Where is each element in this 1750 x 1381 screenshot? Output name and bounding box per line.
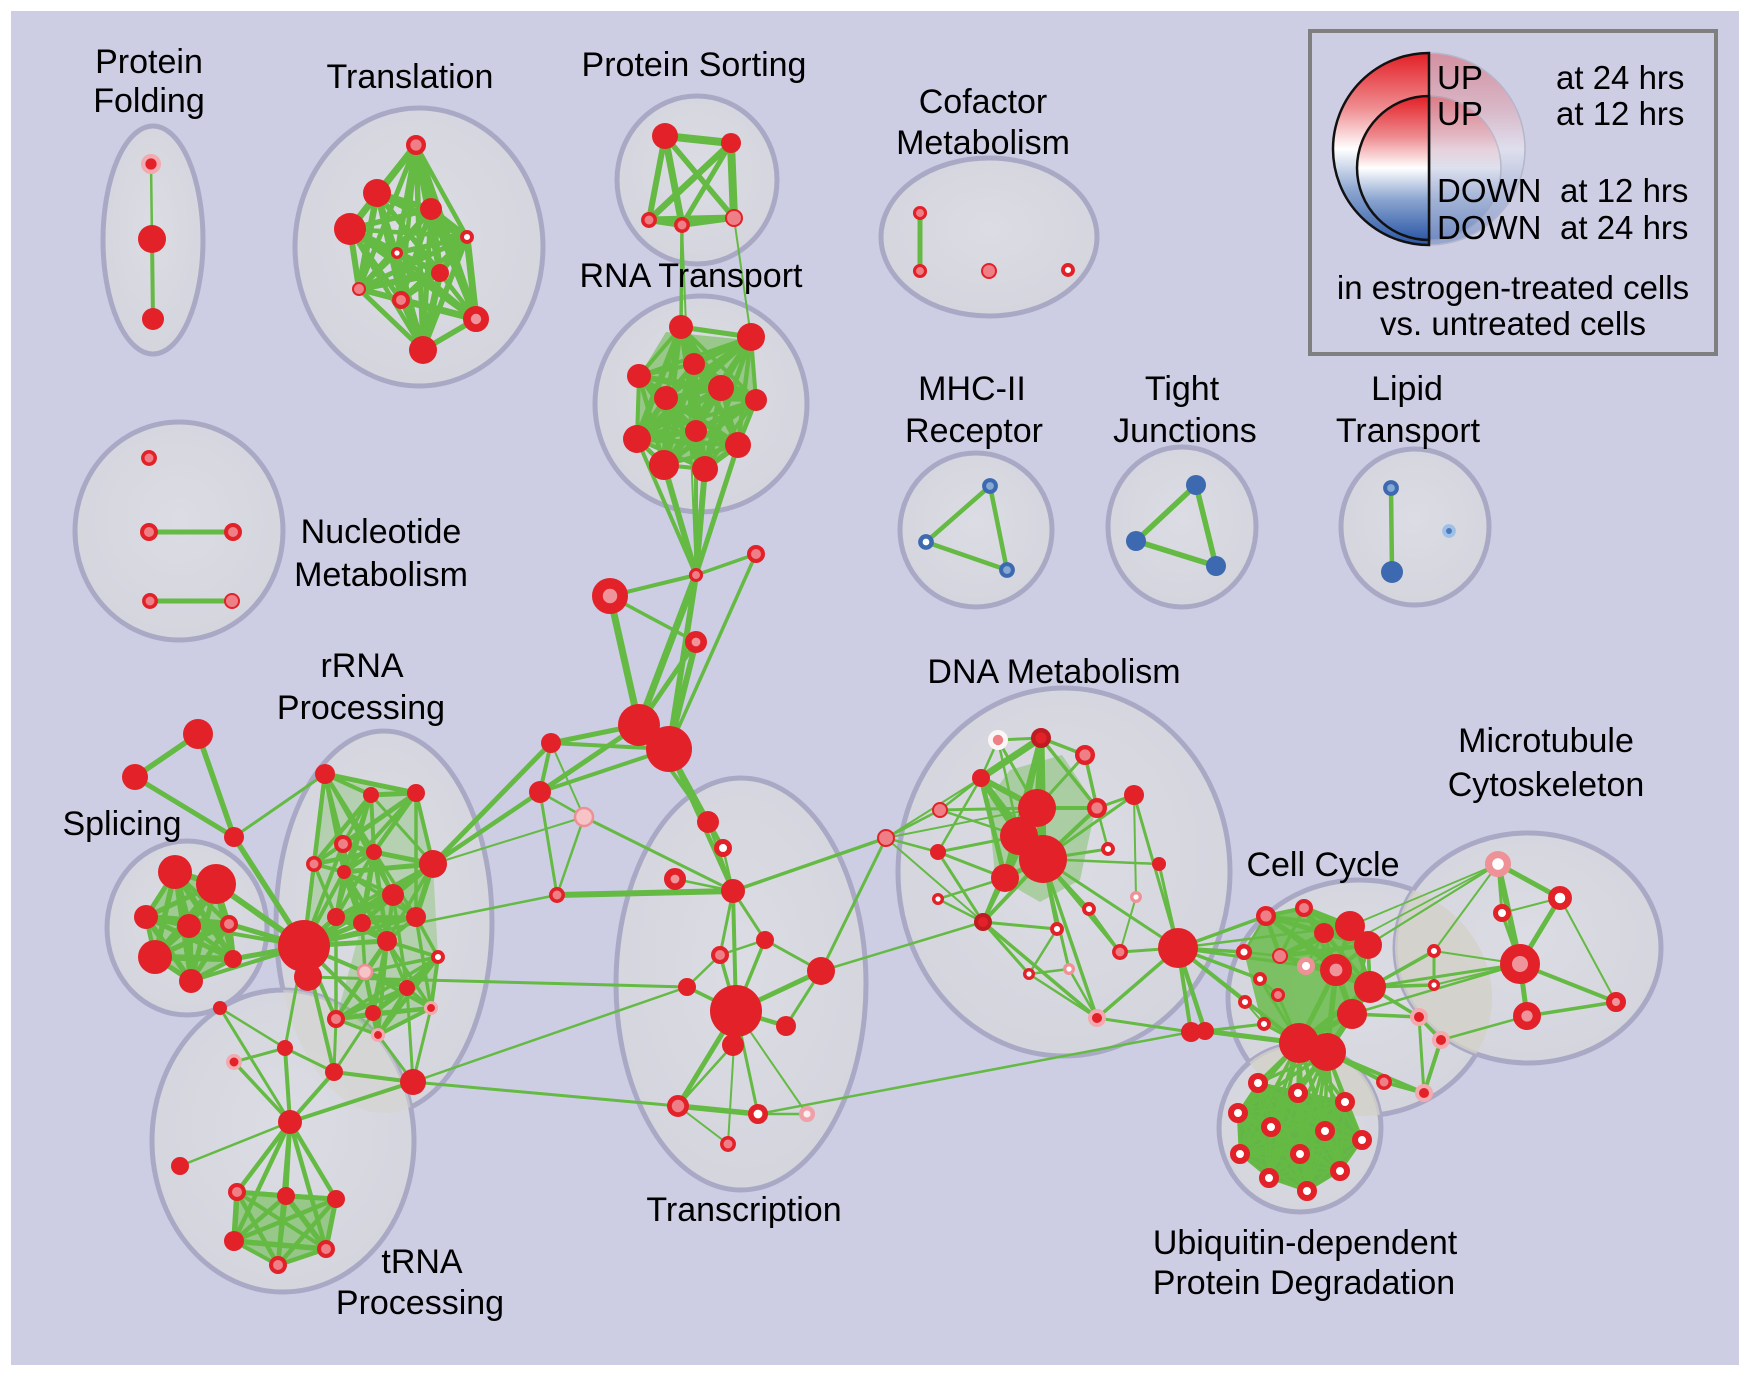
svg-text:Tight: Tight — [1145, 370, 1220, 408]
svg-text:vs. untreated cells: vs. untreated cells — [1380, 305, 1646, 342]
svg-text:Cytoskeleton: Cytoskeleton — [1448, 766, 1645, 804]
svg-text:tRNA: tRNA — [381, 1243, 463, 1281]
svg-text:Junctions: Junctions — [1113, 412, 1257, 450]
svg-text:at 24 hrs: at 24 hrs — [1560, 209, 1688, 246]
svg-text:Cofactor: Cofactor — [919, 83, 1048, 121]
svg-text:Protein: Protein — [95, 43, 203, 81]
svg-text:Folding: Folding — [93, 82, 205, 120]
svg-text:Ubiquitin-dependent: Ubiquitin-dependent — [1153, 1224, 1458, 1262]
svg-text:rRNA: rRNA — [320, 647, 403, 685]
svg-text:Nucleotide: Nucleotide — [301, 513, 462, 551]
svg-text:Microtubule: Microtubule — [1458, 722, 1634, 760]
svg-text:Processing: Processing — [277, 689, 445, 727]
svg-text:RNA Transport: RNA Transport — [580, 257, 804, 295]
svg-text:Processing: Processing — [336, 1284, 504, 1322]
svg-text:DOWN: DOWN — [1437, 209, 1541, 246]
svg-text:Receptor: Receptor — [905, 412, 1043, 450]
svg-text:MHC-II: MHC-II — [918, 370, 1026, 408]
svg-text:at 12 hrs: at 12 hrs — [1560, 172, 1688, 209]
svg-text:DOWN: DOWN — [1437, 172, 1541, 209]
svg-text:Transcription: Transcription — [646, 1191, 841, 1229]
svg-text:Translation: Translation — [327, 58, 494, 96]
svg-text:Protein Degradation: Protein Degradation — [1153, 1264, 1455, 1302]
svg-text:Metabolism: Metabolism — [294, 556, 468, 594]
svg-text:in estrogen-treated cells: in estrogen-treated cells — [1337, 269, 1689, 306]
svg-text:UP: UP — [1437, 59, 1483, 96]
svg-text:Cell Cycle: Cell Cycle — [1246, 846, 1399, 884]
svg-text:Protein Sorting: Protein Sorting — [582, 46, 807, 84]
svg-text:Splicing: Splicing — [62, 805, 181, 843]
svg-text:at 12 hrs: at 12 hrs — [1556, 95, 1684, 132]
svg-text:DNA Metabolism: DNA Metabolism — [927, 653, 1180, 691]
svg-text:Transport: Transport — [1336, 412, 1481, 450]
svg-text:Lipid: Lipid — [1371, 370, 1443, 408]
svg-text:UP: UP — [1437, 95, 1483, 132]
svg-text:at 24 hrs: at 24 hrs — [1556, 59, 1684, 96]
svg-text:Metabolism: Metabolism — [896, 124, 1070, 162]
